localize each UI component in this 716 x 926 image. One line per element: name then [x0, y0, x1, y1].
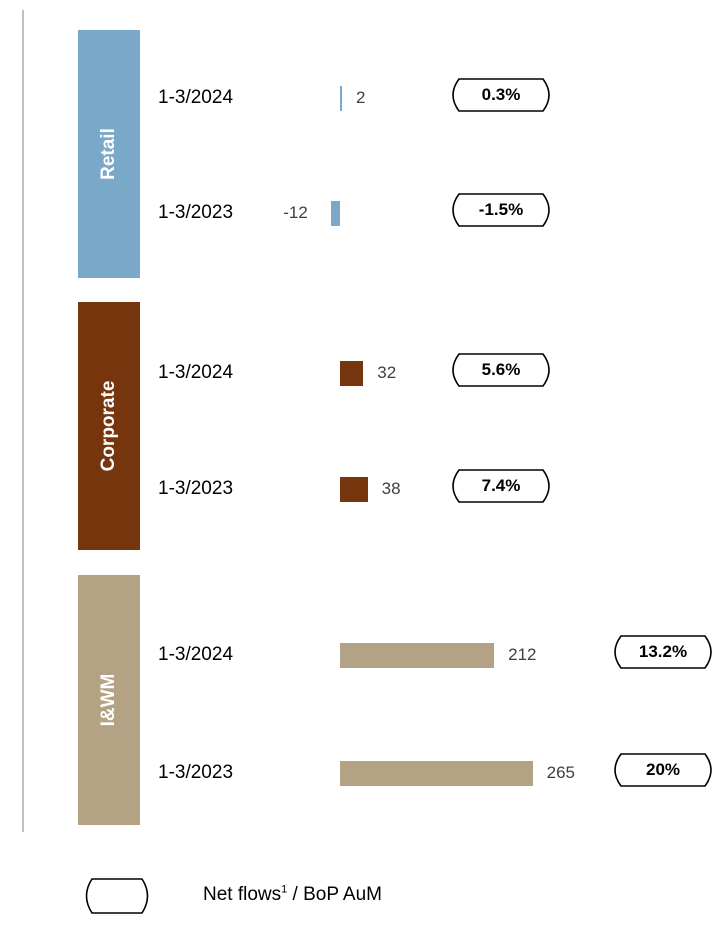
bar — [340, 476, 368, 502]
period-label: 1-3/2023 — [158, 478, 234, 499]
bar — [340, 85, 342, 111]
period-label: 1-3/2023 — [158, 202, 234, 223]
bar — [331, 200, 340, 226]
data-label: 212 — [508, 645, 537, 664]
data-label: -12 — [283, 203, 308, 222]
ratio-oval: 7.4% — [446, 469, 556, 503]
ratio-label: 20% — [645, 760, 681, 779]
ratio-label: 7.4% — [481, 476, 521, 495]
period-label: 1-3/2024 — [158, 87, 234, 108]
ratio-oval: 0.3% — [446, 78, 556, 112]
ratio-oval-outline — [452, 469, 550, 503]
ratio-oval: -1.5% — [446, 193, 556, 227]
segment-name-retail: Retail — [98, 128, 119, 180]
bar — [340, 642, 495, 668]
segment-label-corporate: Corporate — [78, 302, 140, 550]
period-label: 1-3/2024 — [158, 362, 234, 383]
ratio-oval: 20% — [608, 753, 716, 787]
ratio-label: 5.6% — [481, 360, 521, 379]
ratio-label: 0.3% — [481, 85, 521, 104]
period-label: 1-3/2023 — [158, 762, 234, 783]
ratio-oval-outline — [614, 635, 712, 669]
ratio-label: -1.5% — [478, 200, 524, 219]
data-label: 2 — [356, 88, 366, 107]
ratio-oval-outline — [452, 78, 550, 112]
segment-label-iwm: I&WM — [78, 575, 140, 825]
left-divider-line — [22, 10, 24, 832]
segment-label-retail: Retail — [78, 30, 140, 278]
bar — [340, 360, 364, 386]
ratio-label: 13.2% — [638, 642, 688, 661]
bar — [340, 760, 533, 786]
ratio-oval-outline — [614, 753, 712, 787]
legend-label: Net flows1 / BoP AuM — [203, 884, 382, 906]
data-label: 38 — [381, 479, 401, 498]
period-label: 1-3/2024 — [158, 644, 234, 665]
legend-footnote-mark: 1 — [281, 883, 288, 896]
legend-oval-marker — [80, 878, 154, 914]
data-label: 32 — [377, 363, 397, 382]
ratio-oval-outline — [452, 193, 550, 227]
ratio-oval: 5.6% — [446, 353, 556, 387]
data-label: 265 — [546, 763, 576, 782]
legend-text: Net flows — [203, 884, 282, 905]
segment-name-corporate: Corporate — [98, 380, 119, 472]
ratio-oval-outline — [452, 353, 550, 387]
ratio-oval: 13.2% — [608, 635, 716, 669]
segment-name-iwm: I&WM — [98, 673, 119, 727]
legend-suffix: / BoP AuM — [287, 884, 382, 905]
